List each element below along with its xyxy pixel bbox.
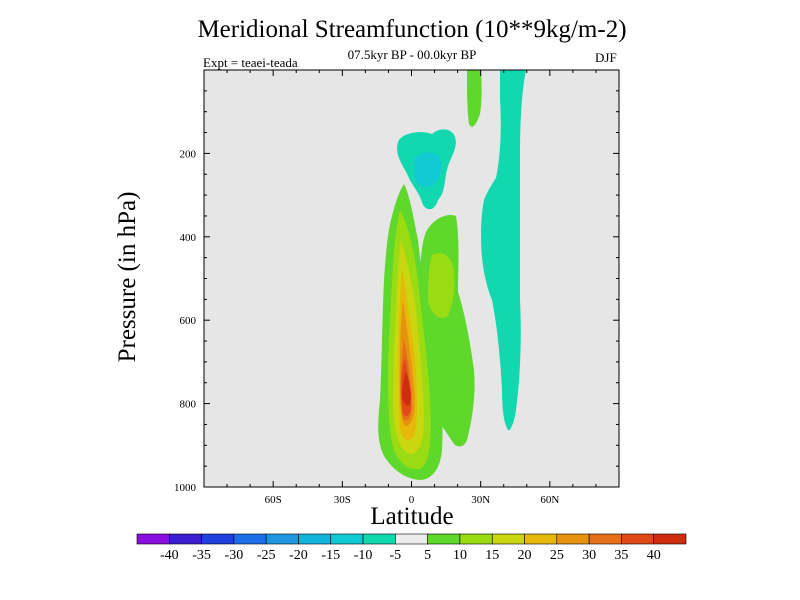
colorbar-label: -15: [321, 548, 340, 563]
colorbar-swatch: [168, 533, 202, 545]
colorbar-swatch: [330, 533, 364, 545]
colorbar-swatch: [265, 533, 299, 545]
y-tick-label: 400: [180, 232, 197, 244]
contour-field-neg15-upper: [414, 152, 442, 188]
x-tick-label: 60S: [265, 494, 282, 506]
axis-ticks: [204, 70, 619, 488]
colorbar-swatch: [362, 533, 396, 545]
x-axis-title: Latitude: [370, 503, 454, 530]
colorbar-label: -40: [160, 548, 179, 563]
y-tick-label: 800: [180, 399, 197, 411]
colorbar-swatch: [427, 533, 461, 545]
colorbar-swatch: [621, 533, 655, 545]
x-tick-label: 30N: [471, 494, 490, 506]
colorbar-swatch: [395, 533, 428, 545]
colorbar-swatch: [653, 533, 687, 545]
colorbar-label: 5: [424, 548, 431, 563]
colorbar-label: -10: [354, 548, 373, 563]
contour-field-neg10-north: [481, 70, 526, 431]
colorbar-swatch: [136, 533, 170, 545]
colorbar-swatch: [524, 533, 558, 545]
x-tick-label: 60N: [540, 494, 559, 506]
colorbar-swatch: [556, 533, 590, 545]
colorbar-swatch: [298, 533, 332, 545]
chart-subtitle: 07.5kyr BP - 00.0kyr BP: [347, 47, 477, 62]
colorbar-label: -20: [289, 548, 308, 563]
colorbar-label: 35: [614, 548, 628, 563]
x-tick-label: 0: [409, 494, 415, 506]
colorbar-label: -25: [257, 548, 276, 563]
x-tick-label: 30S: [334, 494, 351, 506]
contour-fields: [378, 70, 526, 480]
tick-labels: 200 400 600 800 1000 60S 30S 0 30N 60N: [174, 148, 559, 506]
chart-title: Meridional Streamfunction (10**9kg/m-2): [197, 16, 627, 43]
colorbar-label: 15: [485, 548, 499, 563]
colorbar-swatch: [201, 533, 235, 545]
contour-field-40-south: [402, 372, 411, 406]
colorbar: -40 -35 -30 -25 -20 -15 -10 -5 5 10 15 20 25 30 35 40: [136, 533, 687, 563]
colorbar-swatch: [459, 533, 493, 545]
y-tick-label: 1000: [174, 482, 197, 494]
colorbar-label: 20: [518, 548, 532, 563]
colorbar-label: -5: [390, 548, 402, 563]
season-label: DJF: [595, 50, 617, 65]
contour-field-10-north: [428, 253, 455, 319]
y-tick-label: 200: [180, 148, 197, 160]
colorbar-label: 40: [647, 548, 661, 563]
colorbar-swatch: [588, 533, 622, 545]
colorbar-label: 25: [550, 548, 564, 563]
experiment-label: Expt = teaei-teada: [203, 55, 298, 70]
colorbar-label: -35: [192, 548, 211, 563]
colorbar-label: 30: [582, 548, 596, 563]
colorbar-swatch: [233, 533, 267, 545]
colorbar-swatch: [491, 533, 525, 545]
contour-field-5-north-column: [467, 70, 482, 127]
colorbar-label: -30: [225, 548, 244, 563]
y-tick-label: 600: [180, 315, 197, 327]
colorbar-label: 10: [453, 548, 467, 563]
